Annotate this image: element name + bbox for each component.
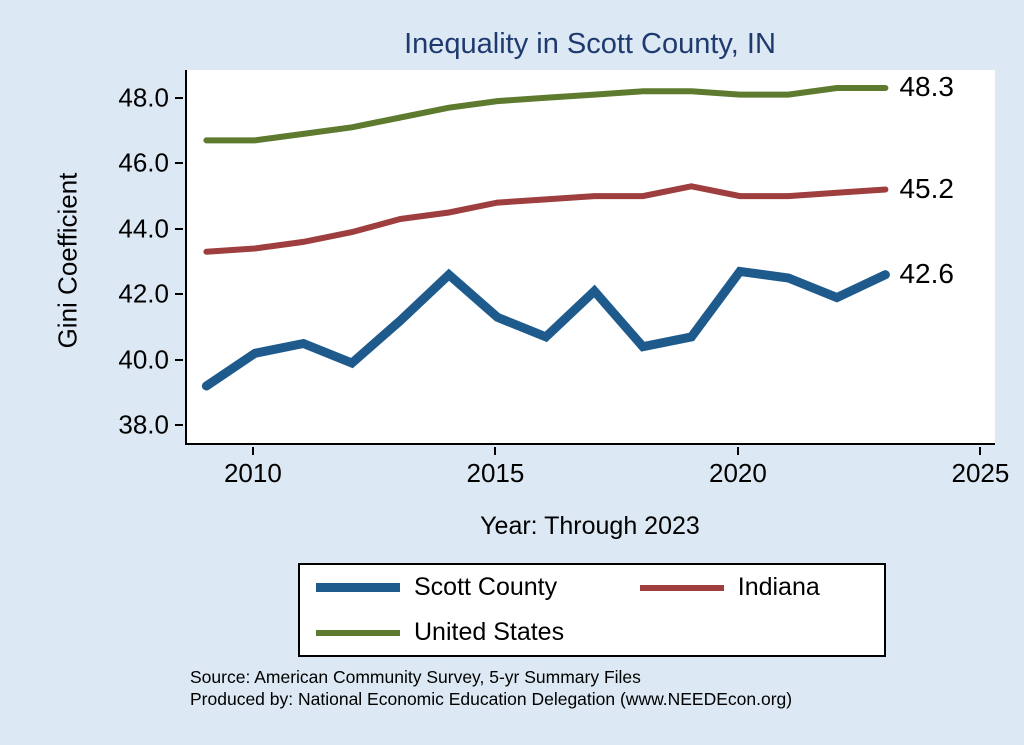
y-tick-label: 46.0 [118, 147, 169, 178]
end-label-scott-county: 42.6 [899, 257, 954, 289]
y-tick-label: 42.0 [118, 278, 169, 309]
line-scott-county [201, 266, 890, 391]
plot-area: 42.6 45.2 48.3 [185, 70, 995, 445]
source-line-2: Produced by: National Economic Education… [190, 689, 793, 709]
legend-swatch [639, 584, 724, 591]
end-label-indiana: 45.2 [899, 172, 954, 204]
y-tick-label: 44.0 [118, 213, 169, 244]
line-indiana [203, 183, 889, 255]
chart-legend: Scott County Indiana United States [298, 563, 886, 657]
legend-label: United States [414, 618, 565, 646]
x-tick-label: 2020 [709, 458, 767, 488]
y-tick-label: 48.0 [118, 82, 169, 113]
y-tick-mark [175, 293, 183, 296]
source-line-1: Source: American Community Survey, 5-yr … [190, 667, 641, 687]
end-label-united-states: 48.3 [899, 71, 954, 102]
line-united-states [203, 85, 889, 144]
legend-item-united-states: United States [316, 618, 640, 647]
x-tick-mark [979, 447, 982, 455]
y-tick-mark [175, 96, 183, 99]
y-tick-mark [175, 162, 183, 165]
x-tick-mark [736, 447, 739, 455]
legend-swatch [316, 583, 400, 592]
x-tick-label: 2025 [951, 458, 1010, 488]
x-tick-mark [494, 447, 497, 455]
legend-item-scott-county: Scott County [316, 573, 640, 602]
y-tick-mark [175, 227, 183, 230]
legend-label: Indiana [737, 573, 820, 601]
chart-title: Inequality in Scott County, IN [404, 28, 776, 60]
x-tick-label: 2010 [223, 458, 282, 488]
legend-item-indiana: Indiana [639, 573, 884, 602]
y-tick-mark [175, 424, 183, 427]
y-tick-mark [175, 358, 183, 361]
chart-lines [201, 85, 890, 391]
x-axis-title: Year: Through 2023 [480, 512, 700, 540]
legend-swatch [316, 629, 400, 636]
x-tick-mark [251, 447, 254, 455]
x-tick-label: 2015 [466, 458, 525, 488]
y-axis-title: Gini Coefficient [52, 172, 83, 349]
source-note: Source: American Community Survey, 5-yr … [190, 666, 792, 710]
legend-label: Scott County [414, 573, 558, 601]
y-tick-label: 38.0 [118, 409, 169, 440]
y-tick-label: 40.0 [118, 344, 169, 375]
